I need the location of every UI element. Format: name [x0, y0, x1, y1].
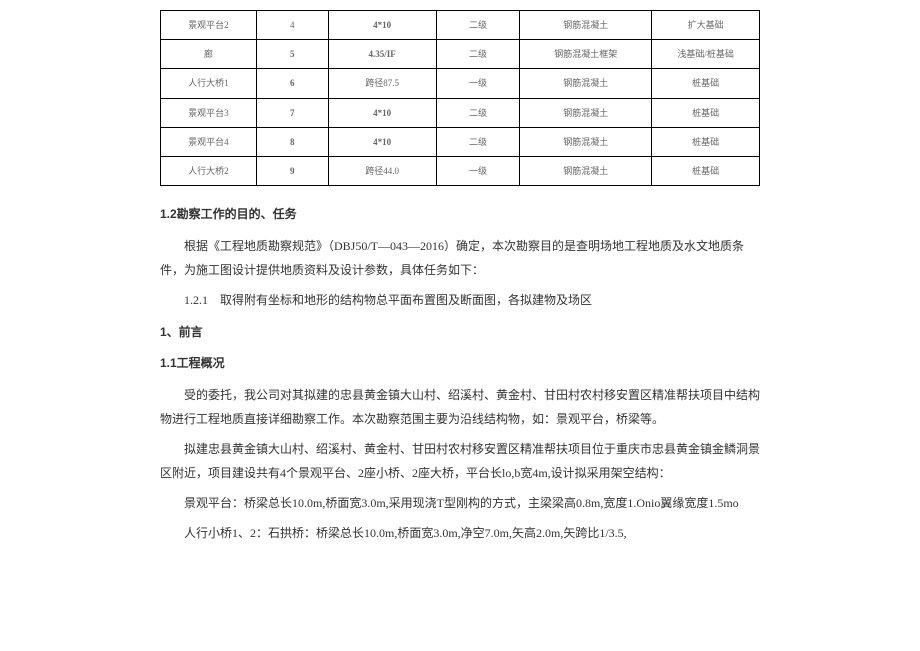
table-row: 景观平台4 8 4*10 二级 钢筋混凝土 桩基础 — [161, 127, 760, 156]
cell: 景观平台2 — [161, 11, 257, 40]
cell: 8 — [256, 127, 328, 156]
cell: 浅基础/桩基础 — [652, 40, 760, 69]
cell: 桩基础 — [652, 127, 760, 156]
paragraph: 受的委托，我公司对其拟建的忠县黄金镇大山村、绍溪村、黄金村、甘田村农村移安置区精… — [160, 383, 760, 431]
cell: 一级 — [436, 69, 520, 98]
cell: 钢筋混凝土框架 — [520, 40, 652, 69]
cell: 钢筋混凝土 — [520, 69, 652, 98]
cell: 4.35/IF — [328, 40, 436, 69]
table-body: 景观平台2 4 4*10 二级 钢筋混凝土 扩大基础 廊 5 4.35/IF 二… — [161, 11, 760, 186]
cell: 6 — [256, 69, 328, 98]
table-row: 景观平台2 4 4*10 二级 钢筋混凝土 扩大基础 — [161, 11, 760, 40]
structure-table: 景观平台2 4 4*10 二级 钢筋混凝土 扩大基础 廊 5 4.35/IF 二… — [160, 10, 760, 186]
cell: 桩基础 — [652, 69, 760, 98]
table-row: 景观平台3 7 4*10 二级 钢筋混凝土 桩基础 — [161, 98, 760, 127]
paragraph: 根据《工程地质勘察规范》（DBJ50/T—043—2016）确定，本次勘察目的是… — [160, 234, 760, 282]
cell: 二级 — [436, 40, 520, 69]
cell: 4*10 — [328, 127, 436, 156]
cell: 9 — [256, 156, 328, 185]
paragraph: 拟建忠县黄金镇大山村、绍溪村、黄金村、甘田村农村移安置区精准帮扶项目位于重庆市忠… — [160, 437, 760, 485]
heading-1: 1、前言 — [160, 322, 760, 344]
cell: 5 — [256, 40, 328, 69]
cell: 7 — [256, 98, 328, 127]
paragraph: 景观平台：桥梁总长10.0m,桥面宽3.0m,采用现浇T型刚构的方式，主梁梁高0… — [160, 491, 760, 515]
heading-1-2: 1.2勘察工作的目的、任务 — [160, 204, 760, 226]
cell: 景观平台4 — [161, 127, 257, 156]
paragraph-sub: 1.2.1 取得附有坐标和地形的结构物总平面布置图及断面图，各拟建物及场区 — [160, 288, 760, 312]
cell: 桩基础 — [652, 156, 760, 185]
cell: 二级 — [436, 127, 520, 156]
cell: 钢筋混凝土 — [520, 156, 652, 185]
cell: 人行大桥1 — [161, 69, 257, 98]
table-row: 人行大桥1 6 跨径87.5 一级 钢筋混凝土 桩基础 — [161, 69, 760, 98]
cell: 廊 — [161, 40, 257, 69]
document-page: 景观平台2 4 4*10 二级 钢筋混凝土 扩大基础 廊 5 4.35/IF 二… — [0, 0, 920, 571]
paragraph: 人行小桥1、2：石拱桥：桥梁总长10.0m,桥面宽3.0m,净空7.0m,矢高2… — [160, 521, 760, 545]
cell: 二级 — [436, 11, 520, 40]
cell: 4*10 — [328, 11, 436, 40]
heading-1-1: 1.1工程概况 — [160, 353, 760, 375]
cell: 钢筋混凝土 — [520, 11, 652, 40]
cell: 人行大桥2 — [161, 156, 257, 185]
table-row: 人行大桥2 9 跨径44.0 一级 钢筋混凝土 桩基础 — [161, 156, 760, 185]
cell: 钢筋混凝土 — [520, 98, 652, 127]
cell: 4 — [256, 11, 328, 40]
cell: 一级 — [436, 156, 520, 185]
cell: 扩大基础 — [652, 11, 760, 40]
cell: 跨径87.5 — [328, 69, 436, 98]
cell: 钢筋混凝土 — [520, 127, 652, 156]
cell: 桩基础 — [652, 98, 760, 127]
table-row: 廊 5 4.35/IF 二级 钢筋混凝土框架 浅基础/桩基础 — [161, 40, 760, 69]
cell: 跨径44.0 — [328, 156, 436, 185]
cell: 二级 — [436, 98, 520, 127]
cell: 景观平台3 — [161, 98, 257, 127]
cell: 4*10 — [328, 98, 436, 127]
